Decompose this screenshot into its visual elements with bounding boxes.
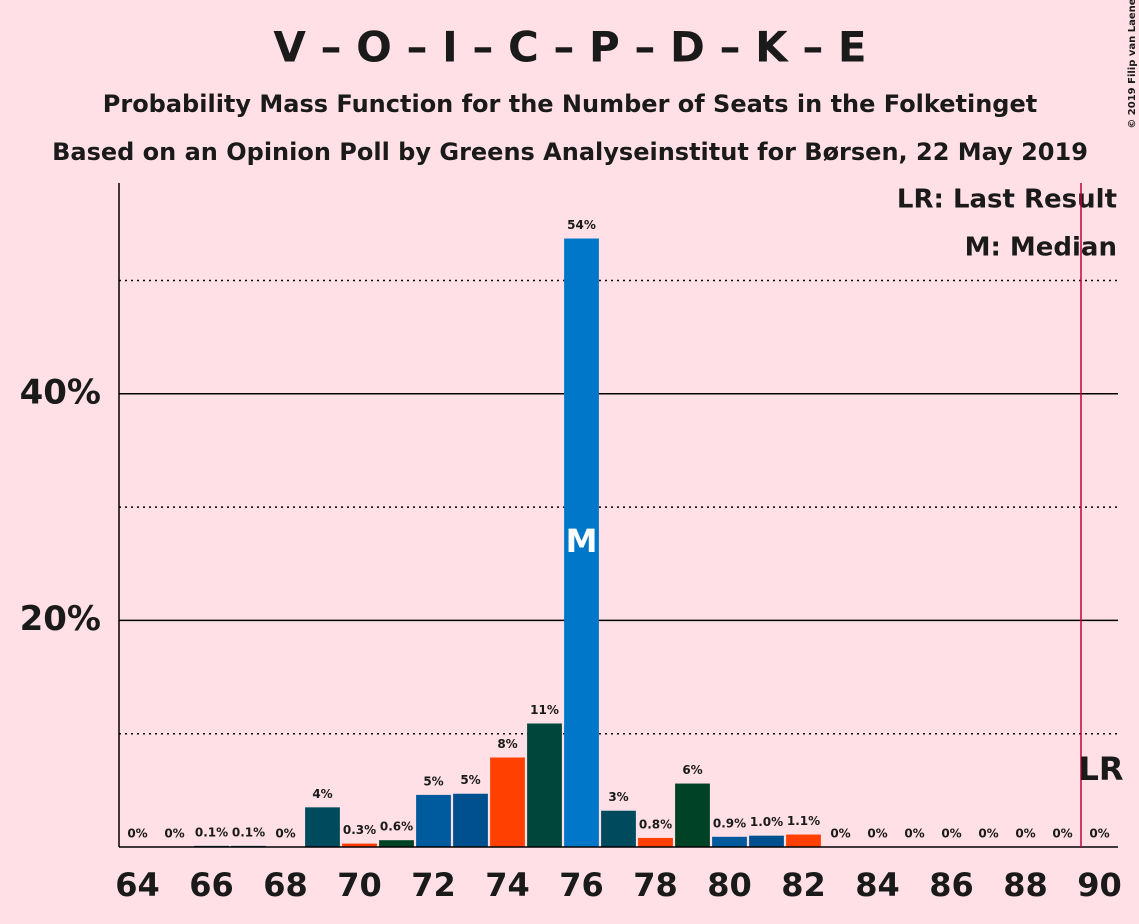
value-label: 0% bbox=[867, 827, 887, 841]
value-label: 0% bbox=[164, 827, 184, 841]
value-label: 0% bbox=[978, 827, 998, 841]
value-label: 8% bbox=[497, 737, 517, 751]
x-tick-label: 74 bbox=[485, 866, 530, 904]
bar bbox=[527, 723, 562, 847]
value-label: 0.1% bbox=[195, 825, 228, 839]
y-tick-label: 40% bbox=[20, 372, 101, 412]
chart-subtitle: Probability Mass Function for the Number… bbox=[103, 90, 1037, 118]
value-label: 54% bbox=[567, 218, 596, 232]
copyright: © 2019 Filip van Laenen bbox=[1127, 0, 1138, 129]
x-tick-label: 84 bbox=[855, 866, 900, 904]
legend-entry: LR: Last Result bbox=[897, 185, 1117, 215]
value-label: 0.9% bbox=[713, 816, 746, 830]
x-tick-label: 72 bbox=[411, 866, 456, 904]
bar bbox=[601, 810, 636, 847]
x-tick-label: 70 bbox=[337, 866, 382, 904]
value-label: 5% bbox=[423, 774, 443, 788]
legend-entry: M: Median bbox=[965, 233, 1117, 263]
last-result-label: LR bbox=[1078, 750, 1123, 788]
value-label: 6% bbox=[682, 763, 702, 777]
value-label: 3% bbox=[608, 790, 628, 804]
x-tick-label: 64 bbox=[115, 866, 160, 904]
bar bbox=[379, 840, 414, 847]
bar bbox=[305, 807, 340, 847]
value-label: 0.8% bbox=[639, 817, 672, 831]
chart-title: V – O – I – C – P – D – K – E bbox=[273, 23, 866, 72]
value-label: 11% bbox=[530, 703, 559, 717]
x-tick-label: 68 bbox=[263, 866, 308, 904]
bar bbox=[712, 836, 747, 847]
value-label: 0% bbox=[904, 827, 924, 841]
value-label: 1.1% bbox=[787, 814, 820, 828]
chart-subtitle: Based on an Opinion Poll by Greens Analy… bbox=[52, 138, 1088, 166]
x-tick-label: 78 bbox=[633, 866, 678, 904]
x-tick-label: 66 bbox=[189, 866, 234, 904]
bar bbox=[416, 794, 451, 847]
value-label: 0.3% bbox=[343, 823, 376, 837]
bar bbox=[675, 783, 710, 847]
value-label: 0% bbox=[1052, 827, 1072, 841]
value-label: 0% bbox=[1015, 827, 1035, 841]
x-tick-label: 90 bbox=[1077, 866, 1122, 904]
median-marker: M bbox=[566, 522, 598, 560]
value-label: 4% bbox=[312, 787, 332, 801]
value-label: 1.0% bbox=[750, 815, 783, 829]
bar bbox=[453, 793, 488, 847]
bar bbox=[342, 843, 377, 847]
value-label: 0% bbox=[127, 827, 147, 841]
bar bbox=[490, 757, 525, 847]
value-label: 0% bbox=[830, 827, 850, 841]
x-tick-label: 80 bbox=[707, 866, 752, 904]
value-label: 0% bbox=[941, 827, 961, 841]
bar bbox=[786, 834, 821, 847]
x-tick-label: 76 bbox=[559, 866, 604, 904]
value-label: 0% bbox=[1089, 827, 1109, 841]
bar bbox=[638, 837, 673, 847]
bar bbox=[564, 238, 599, 847]
value-label: 0.6% bbox=[380, 820, 413, 834]
y-tick-label: 20% bbox=[20, 599, 101, 639]
value-label: 0.1% bbox=[232, 825, 265, 839]
value-label: 5% bbox=[460, 773, 480, 787]
x-tick-label: 86 bbox=[929, 866, 974, 904]
bar bbox=[749, 835, 784, 847]
value-label: 0% bbox=[275, 827, 295, 841]
x-tick-label: 88 bbox=[1003, 866, 1048, 904]
x-tick-label: 82 bbox=[781, 866, 826, 904]
